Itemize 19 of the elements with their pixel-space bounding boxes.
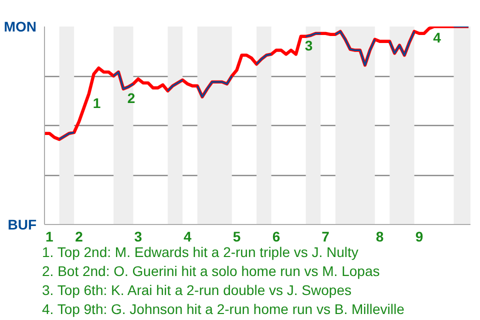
annotation: 2 — [127, 90, 136, 106]
text: MON — [4, 18, 37, 34]
x-tick-label: 5 — [232, 228, 241, 244]
text: 4. Top 9th: G. Johnson hit a 2-run home run vs B. Milleville — [42, 300, 404, 319]
x-tick-label: 1 — [46, 228, 54, 244]
x-tick-label: 4 — [184, 228, 192, 244]
text: 2. Bot 2nd: O. Guerini hit a solo home run vs M. Lopas — [42, 262, 381, 281]
x-tick-label: 3 — [134, 228, 142, 244]
annotation: 3 — [304, 37, 313, 54]
annotation: 1 — [92, 94, 101, 111]
text: 3. Top 6th: K. Arai hit a 2-run double vs J. Swopes — [42, 281, 352, 300]
x-tick-label: 9 — [415, 228, 424, 244]
annotation: 4 — [433, 29, 442, 46]
x-tick-label: 2 — [75, 228, 84, 244]
x-tick-label: 7 — [322, 228, 330, 244]
text: BUF — [8, 216, 37, 232]
x-tick-label: 8 — [376, 228, 384, 244]
x-tick-label: 6 — [272, 228, 280, 244]
text: 1. Top 2nd: M. Edwards hit a 2-run triple vs J. Nulty — [42, 243, 360, 262]
